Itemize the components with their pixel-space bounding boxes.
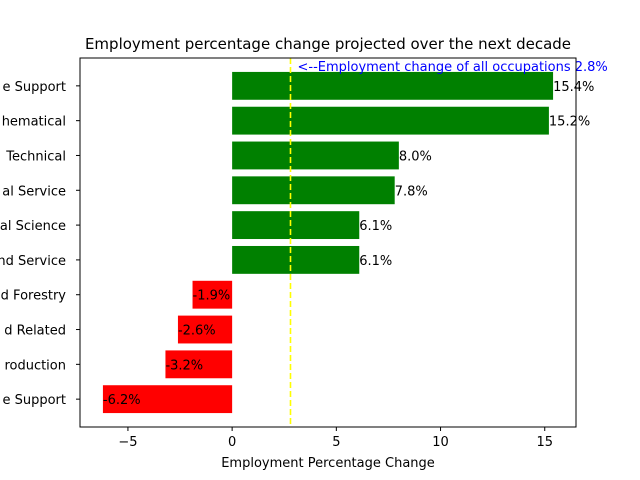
chart-title: Employment percentage change projected o… (85, 35, 571, 53)
bar-value-label-1: 15.2% (549, 115, 590, 130)
y-tick-label-4: al Science (0, 219, 66, 234)
bars-group: 15.4% 15.2% 8.0% 7.8% 6.1% 6.1% -1.9% -2.6% -3.2… (102, 71, 594, 414)
y-tick-label-3: al Service (2, 184, 66, 199)
bar-value-label-2: 8.0% (399, 149, 432, 164)
bar-value-label-7: -2.6% (178, 324, 216, 339)
bar-value-label-8: -3.2% (165, 358, 203, 373)
x-tick-label-3: 10 (432, 435, 449, 450)
bar-8 (165, 350, 233, 379)
reference-line-label: <--Employment change of all occupations … (297, 60, 607, 75)
bar-7 (177, 315, 233, 344)
y-tick-label-5: nd Service (0, 254, 66, 269)
bar-value-label-0: 15.4% (553, 80, 594, 95)
y-tick-label-7: d Related (4, 324, 66, 339)
x-axis-label: Employment Percentage Change (221, 456, 435, 471)
bar-4 (232, 211, 360, 240)
y-tick-label-6: d Forestry (1, 289, 67, 304)
reference-group: <--Employment change of all occupations … (289, 58, 608, 427)
plot-frame (79, 57, 577, 428)
y-tick-label-9: e Support (2, 393, 66, 408)
bar-1 (232, 106, 549, 135)
bar-value-label-9: -6.2% (103, 393, 141, 408)
bar-value-label-6: -1.9% (193, 289, 231, 304)
bar-value-label-3: 7.8% (395, 184, 428, 199)
axes-group: −5 0 5 10 15 e Support hematical Technical al Se… (0, 57, 577, 450)
x-tick-label-2: 5 (332, 435, 340, 450)
bar-value-label-4: 6.1% (359, 219, 392, 234)
bar-5 (232, 245, 360, 274)
y-tick-label-0: e Support (2, 80, 66, 95)
y-tick-label-8: roduction (4, 358, 66, 373)
bar-0 (232, 71, 554, 100)
x-tick-label-4: 15 (536, 435, 553, 450)
bar-9 (102, 385, 233, 414)
y-tick-label-2: Technical (5, 149, 66, 164)
bar-2 (232, 141, 399, 170)
bar-6 (192, 280, 233, 309)
y-tick-label-1: hematical (2, 115, 66, 130)
x-tick-label-0: −5 (118, 435, 137, 450)
bar-3 (232, 176, 395, 205)
x-tick-label-1: 0 (228, 435, 236, 450)
bar-value-label-5: 6.1% (359, 254, 392, 269)
